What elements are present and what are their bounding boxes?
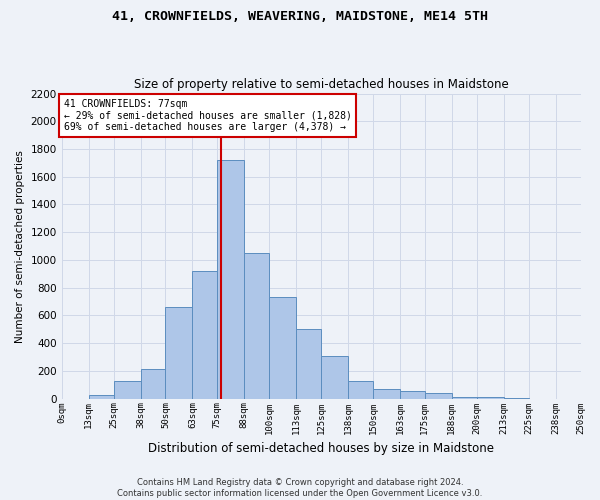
Bar: [400, 391, 425, 398]
Bar: [425, 393, 452, 398]
Y-axis label: Number of semi-detached properties: Number of semi-detached properties: [15, 150, 25, 342]
X-axis label: Distribution of semi-detached houses by size in Maidstone: Distribution of semi-detached houses by …: [148, 442, 494, 455]
Text: 41, CROWNFIELDS, WEAVERING, MAIDSTONE, ME14 5TH: 41, CROWNFIELDS, WEAVERING, MAIDSTONE, M…: [112, 10, 488, 23]
Text: Contains HM Land Registry data © Crown copyright and database right 2024.
Contai: Contains HM Land Registry data © Crown c…: [118, 478, 482, 498]
Title: Size of property relative to semi-detached houses in Maidstone: Size of property relative to semi-detach…: [134, 78, 508, 91]
Bar: [321, 356, 348, 399]
Bar: [373, 389, 400, 398]
Bar: [296, 330, 321, 398]
Bar: [217, 160, 244, 398]
Bar: [193, 271, 217, 398]
Bar: [244, 253, 269, 398]
Bar: [166, 307, 193, 398]
Text: 41 CROWNFIELDS: 77sqm
← 29% of semi-detached houses are smaller (1,828)
69% of s: 41 CROWNFIELDS: 77sqm ← 29% of semi-deta…: [64, 99, 352, 132]
Bar: [113, 380, 140, 398]
Bar: [140, 369, 166, 398]
Bar: [89, 395, 113, 398]
Bar: [269, 298, 296, 398]
Bar: [452, 396, 477, 398]
Bar: [348, 382, 373, 398]
